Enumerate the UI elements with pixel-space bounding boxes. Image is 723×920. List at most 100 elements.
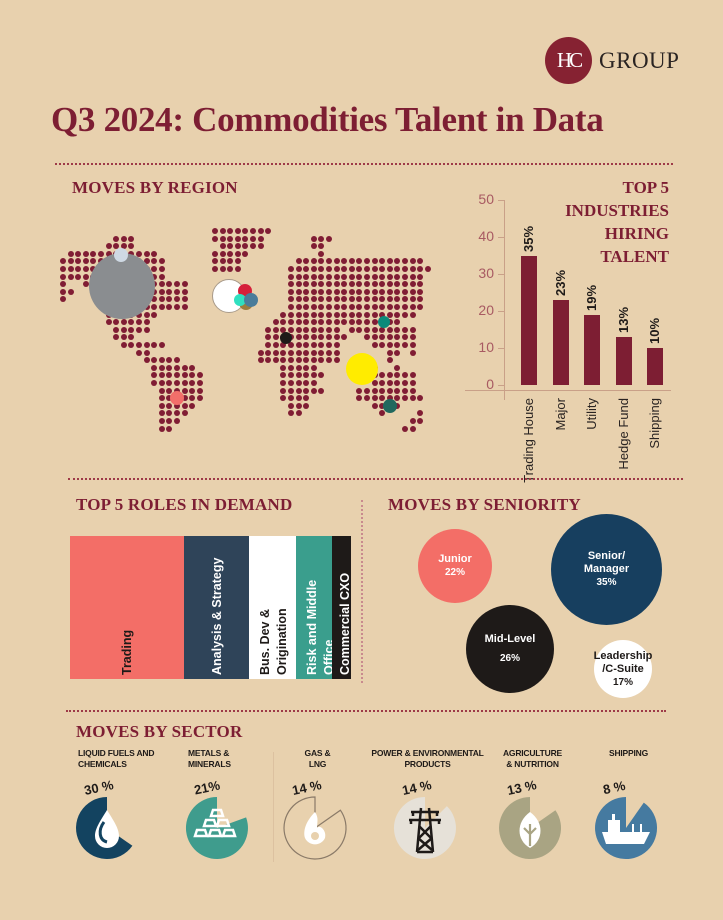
- map-dot: [333, 258, 340, 265]
- map-dot: [318, 296, 325, 303]
- sector-divider: [273, 752, 274, 862]
- map-dot: [386, 304, 393, 310]
- map-dot: [371, 319, 378, 326]
- map-dot: [288, 364, 294, 371]
- map-dot: [113, 235, 120, 242]
- map-dot: [174, 372, 180, 379]
- map-dot: [341, 296, 348, 303]
- map-dot: [136, 250, 142, 257]
- map-dot: [295, 364, 302, 371]
- map-dot: [113, 326, 120, 333]
- map-dot: [371, 281, 378, 288]
- map-dot: [113, 334, 120, 341]
- map-dot: [288, 387, 294, 394]
- map-dot: [318, 288, 325, 295]
- map-dot: [272, 319, 279, 326]
- map-dot: [151, 372, 158, 379]
- map-dot: [326, 235, 332, 242]
- map-dot: [394, 334, 401, 341]
- map-dot: [295, 372, 302, 379]
- map-dot: [326, 304, 332, 310]
- map-dot: [219, 243, 226, 250]
- map-dot: [402, 342, 408, 348]
- map-dot: [386, 334, 393, 341]
- map-dot: [75, 273, 82, 280]
- map-dot: [364, 258, 370, 265]
- map-dot: [402, 326, 408, 333]
- map-dot: [333, 281, 340, 288]
- map-dot: [219, 266, 226, 272]
- map-dot: [386, 342, 393, 348]
- map-dot: [90, 258, 97, 265]
- map-dot: [371, 395, 378, 402]
- map-dot: [174, 281, 180, 288]
- map-dot: [196, 372, 203, 379]
- section-title-roles: TOP 5 ROLES IN DEMAND: [76, 495, 293, 514]
- map-dot: [394, 380, 401, 386]
- map-dot: [394, 402, 401, 409]
- map-dot: [295, 296, 302, 303]
- power-pylon-icon: [409, 807, 441, 854]
- map-dot: [303, 395, 310, 402]
- y-tick-label: 50: [478, 191, 494, 207]
- industries-bar-chart: TOP 5 INDUSTRIES HIRING TALENT 50 40 30 20 10 0 3…: [462, 178, 677, 483]
- map-dot: [386, 395, 393, 402]
- map-dot: [295, 387, 302, 394]
- region-bubble-oceania: [383, 399, 397, 413]
- map-dot: [409, 349, 416, 356]
- section-title-seniority: MOVES BY SENIORITY: [388, 495, 581, 514]
- map-dot: [120, 243, 127, 250]
- map-dot: [82, 273, 89, 280]
- map-dot: [60, 266, 66, 272]
- bar-utility: [584, 314, 600, 385]
- map-dot: [60, 281, 66, 288]
- map-dot: [288, 372, 294, 379]
- map-dot: [394, 258, 401, 265]
- map-dot: [128, 342, 135, 348]
- map-dot: [333, 288, 340, 295]
- map-dot: [364, 266, 370, 272]
- map-dot: [394, 304, 401, 310]
- map-dot: [227, 228, 234, 234]
- map-dot: [166, 281, 173, 288]
- map-dot: [371, 402, 378, 409]
- map-dot: [402, 266, 408, 272]
- map-dot: [318, 387, 325, 394]
- map-dot: [348, 326, 355, 333]
- map-dot: [143, 258, 150, 265]
- map-dot: [409, 425, 416, 432]
- map-dot: [402, 380, 408, 386]
- map-dot: [341, 258, 348, 265]
- map-dot: [265, 228, 272, 234]
- map-dot: [257, 243, 264, 250]
- section-title-sector: MOVES BY SECTOR: [76, 722, 243, 741]
- map-dot: [394, 296, 401, 303]
- map-dot: [151, 273, 158, 280]
- map-dot: [303, 288, 310, 295]
- map-dot: [181, 288, 188, 295]
- map-dot: [310, 235, 317, 242]
- map-dot: [105, 319, 112, 326]
- map-dot: [120, 342, 127, 348]
- map-dot: [166, 387, 173, 394]
- map-dot: [151, 357, 158, 364]
- map-dot: [386, 380, 393, 386]
- map-dot: [326, 258, 332, 265]
- map-dot: [310, 349, 317, 356]
- map-dot: [318, 304, 325, 310]
- map-dot: [120, 235, 127, 242]
- map-dot: [356, 288, 363, 295]
- map-dot: [113, 319, 120, 326]
- map-dot: [379, 395, 386, 402]
- map-dot: [158, 296, 165, 303]
- map-dot: [158, 387, 165, 394]
- map-dot: [136, 349, 142, 356]
- map-dot: [356, 266, 363, 272]
- map-dot: [288, 281, 294, 288]
- map-dot: [174, 296, 180, 303]
- map-dot: [82, 281, 89, 288]
- sector-pie: [185, 797, 248, 859]
- sector-pie: [393, 797, 456, 859]
- map-dot: [348, 281, 355, 288]
- map-dot: [386, 387, 393, 394]
